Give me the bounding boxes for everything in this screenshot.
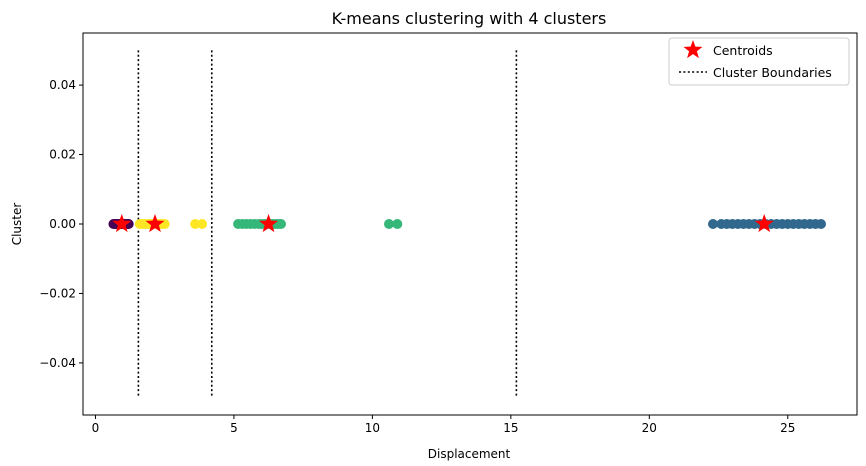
y-tick-label: −0.04 (39, 356, 76, 370)
y-tick-label: −0.02 (39, 286, 76, 300)
centroid-star (112, 214, 132, 233)
y-tick-label: 0.04 (49, 78, 76, 92)
plot-area (108, 50, 826, 398)
legend-box (668, 37, 850, 86)
x-tick-label: 15 (503, 421, 518, 435)
legend: Centroids Cluster Boundaries (668, 37, 850, 86)
data-point (384, 219, 394, 229)
data-point (159, 219, 170, 229)
y-tick-label: 0.00 (49, 217, 76, 231)
data-point (276, 219, 286, 229)
legend-boundaries-label: Cluster Boundaries (713, 65, 832, 80)
legend-centroids-label: Centroids (713, 43, 773, 58)
x-tick-label: 5 (230, 421, 238, 435)
data-point (190, 219, 201, 229)
chart-title: K-means clustering with 4 clusters (332, 9, 607, 28)
centroid-star (754, 214, 774, 233)
x-tick-label: 25 (780, 421, 795, 435)
x-tick-label: 20 (642, 421, 657, 435)
x-tick-label: 0 (92, 421, 100, 435)
y-tick-label: 0.02 (49, 148, 76, 162)
centroid-star (145, 214, 165, 233)
data-point (197, 219, 208, 229)
x-axis-label: Displacement (428, 447, 511, 461)
data-point (816, 219, 826, 229)
y-axis-label: Cluster (10, 203, 24, 246)
axes: 0 5 10 15 20 25 −0.04 −0.02 0.00 0.02 0.04 (39, 32, 858, 435)
data-point (708, 219, 718, 229)
x-tick-label: 10 (365, 421, 380, 435)
legend-centroid-marker (683, 40, 703, 59)
centroid-star (259, 214, 279, 233)
data-point (392, 219, 403, 229)
